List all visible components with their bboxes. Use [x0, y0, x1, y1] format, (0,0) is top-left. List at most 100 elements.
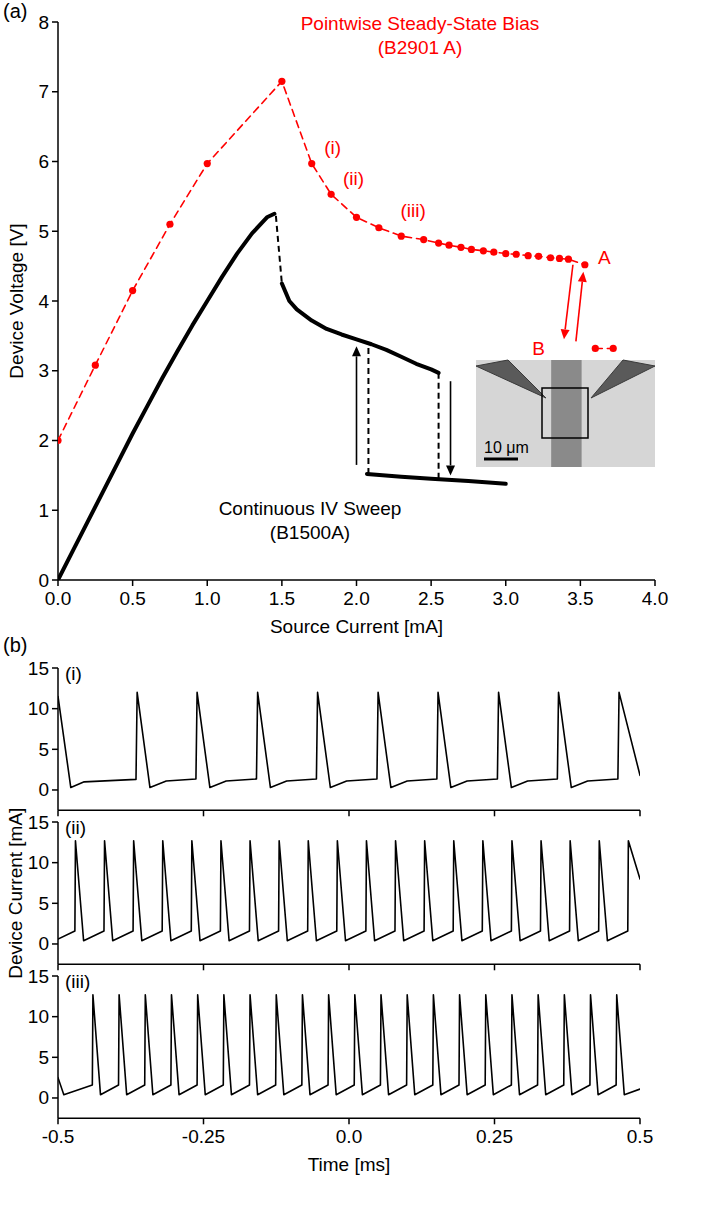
x-axis-title: Time [ms]: [308, 1154, 391, 1175]
x-tick-label: 2.0: [343, 588, 369, 609]
y-tick-label: 5: [38, 893, 49, 914]
series-label-line: Continuous IV Sweep: [219, 498, 402, 519]
y-tick-label: 0: [38, 1087, 49, 1108]
series-marker: [398, 233, 405, 240]
series-marker: [308, 160, 315, 167]
series-label-line: Pointwise Steady-State Bias: [301, 13, 540, 34]
y-tick: [52, 708, 58, 710]
series-marker: [204, 160, 211, 167]
x-tick: [430, 580, 432, 586]
y-tick-label: 1: [38, 500, 49, 521]
series-marker: [353, 214, 360, 221]
series-marker: [278, 78, 285, 85]
series-marker: [556, 255, 563, 262]
x-tick: [281, 580, 283, 586]
inset-probe: [591, 360, 655, 398]
x-tick-label: 3.5: [567, 588, 593, 609]
series-marker: [565, 256, 572, 263]
y-tick: [52, 667, 58, 669]
subpanel-title: (ii): [65, 817, 86, 838]
inset-channel: [551, 360, 581, 467]
y-tick: [52, 749, 58, 751]
y-tick: [52, 789, 58, 791]
series-marker: [129, 287, 136, 294]
series-marker: [592, 345, 599, 352]
y-tick-label: 10: [28, 852, 49, 873]
series-marker: [513, 251, 520, 258]
x-tick-label: 0.5: [119, 588, 145, 609]
plot-area: [58, 78, 617, 580]
y-tick-label: 15: [28, 812, 49, 833]
x-tick: [505, 580, 507, 586]
x-tick: [203, 810, 205, 816]
series-line: [58, 81, 613, 440]
inset-device-box: [542, 388, 588, 438]
y-tick-label: 10: [28, 698, 49, 719]
x-tick: [207, 580, 209, 586]
x-tick: [654, 580, 656, 586]
plot-area: [58, 692, 640, 787]
y-tick-label: 15: [28, 658, 49, 679]
y-tick-label: 0: [38, 779, 49, 800]
chart-3: -0.5-0.250.00.250.5051015Time [ms](iii): [28, 966, 653, 1176]
series-marker: [525, 252, 532, 259]
annotation: B: [532, 338, 545, 359]
y-tick: [52, 1016, 58, 1018]
y-tick: [52, 821, 58, 823]
connector: [438, 373, 440, 479]
x-tick: [348, 1118, 350, 1124]
y-axis-title: Device Voltage [V]: [6, 223, 27, 378]
series-label: Pointwise Steady-State Bias (B2901 A): [301, 13, 540, 58]
chart-0: 0.00.51.01.52.02.53.03.54.0012345678Sour…: [3, 0, 668, 637]
x-tick: [580, 580, 582, 586]
series-marker: [328, 191, 335, 198]
x-tick-label: -0.25: [182, 1126, 225, 1147]
y-tick-label: 8: [38, 12, 49, 33]
x-tick: [639, 1118, 641, 1124]
y-tick-label: 6: [38, 151, 49, 172]
x-tick: [494, 1118, 496, 1124]
series-label-line: (B1500A): [270, 522, 350, 543]
x-tick: [57, 1118, 59, 1124]
y-tick: [52, 943, 58, 945]
x-tick-label: -0.5: [42, 1126, 75, 1147]
subpanel-title: (i): [65, 663, 82, 684]
series-label: Continuous IV Sweep (B1500A): [219, 498, 402, 543]
series-marker: [480, 247, 487, 254]
series-marker: [490, 249, 497, 256]
subpanel-title: (iii): [65, 971, 90, 992]
x-tick-label: 0.0: [45, 588, 71, 609]
x-tick: [57, 810, 59, 816]
y-tick-label: 3: [38, 360, 49, 381]
y-tick-label: 4: [38, 291, 49, 312]
chart-1: 051015(b)(i): [3, 634, 640, 816]
plot-area: [58, 841, 640, 941]
x-tick-label: 1.0: [194, 588, 220, 609]
x-tick-label: 3.0: [493, 588, 519, 609]
series-marker: [375, 224, 382, 231]
y-tick-label: 15: [28, 966, 49, 987]
x-tick: [494, 964, 496, 970]
series-marker: [581, 261, 588, 268]
series-line: [58, 841, 640, 941]
x-tick-label: 1.5: [269, 588, 295, 609]
arrow-shaft: [356, 356, 358, 465]
y-tick-label: 0: [38, 933, 49, 954]
series-marker: [445, 242, 452, 249]
series-marker: [92, 362, 99, 369]
arrow-head: [446, 465, 455, 475]
x-tick: [203, 964, 205, 970]
y-tick-label: 5: [38, 1047, 49, 1068]
arrow-head: [578, 272, 587, 282]
x-tick: [494, 810, 496, 816]
chart-2: 051015Device Current [mA](ii): [6, 808, 641, 979]
inset-probe: [476, 360, 546, 398]
annotation: (ii): [343, 168, 364, 189]
series-marker: [420, 236, 427, 243]
y-tick: [52, 231, 58, 233]
series-label-line: (B2901 A): [378, 37, 463, 58]
x-tick: [348, 810, 350, 816]
arrow-head: [561, 329, 570, 339]
plot-area: [58, 995, 640, 1095]
x-axis-title: Source Current [mA]: [270, 616, 443, 637]
